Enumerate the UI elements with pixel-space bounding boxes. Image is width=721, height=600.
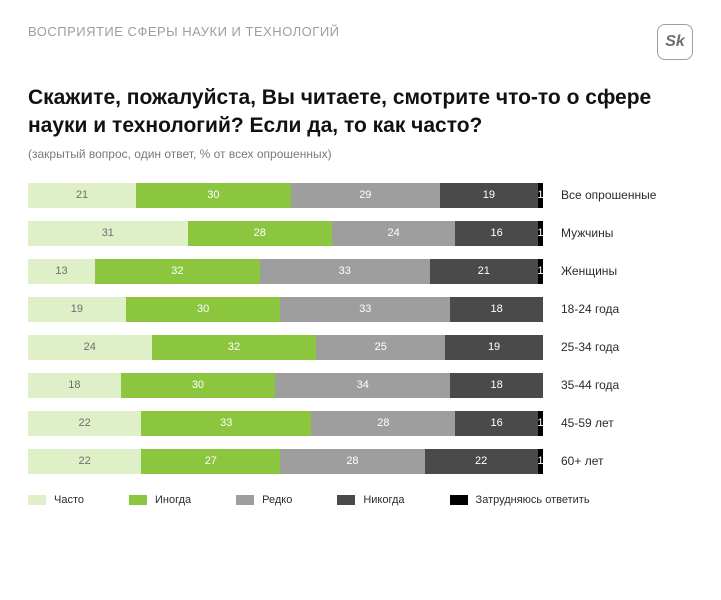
logo-badge: Sk — [657, 24, 693, 60]
bar: 133233211 — [28, 259, 543, 284]
bar-segment-often: 22 — [28, 449, 141, 474]
bar-segment-rarely: 33 — [280, 297, 450, 322]
bar: 223328161 — [28, 411, 543, 436]
bar-segment-often: 18 — [28, 373, 121, 398]
bar-segment-never: 21 — [430, 259, 538, 284]
legend-swatch — [337, 495, 355, 505]
bar-segment-never: 22 — [425, 449, 538, 474]
legend-label: Никогда — [363, 494, 404, 506]
bar-segment-rarely: 29 — [291, 183, 440, 208]
legend-label: Часто — [54, 494, 84, 506]
legend-item-rarely: Редко — [236, 494, 292, 506]
legend-swatch — [28, 495, 46, 505]
bar-segment-never: 19 — [445, 335, 543, 360]
bar-segment-never: 18 — [450, 373, 543, 398]
stacked-bar-chart: 213029191Все опрошенные312824161Мужчины1… — [28, 183, 693, 474]
legend-label: Затрудняюсь ответить — [476, 494, 590, 506]
bar-segment-never: 16 — [455, 221, 537, 246]
chart-row: 133233211Женщины — [28, 259, 693, 284]
bar-segment-sometimes: 27 — [141, 449, 280, 474]
bar-segment-often: 19 — [28, 297, 126, 322]
row-label: Женщины — [543, 264, 693, 278]
page-title: Скажите, пожалуйста, Вы читаете, смотрит… — [28, 84, 693, 141]
bar: 312824161 — [28, 221, 543, 246]
row-label: 45-59 лет — [543, 416, 693, 430]
eyebrow-text: ВОСПРИЯТИЕ СФЕРЫ НАУКИ И ТЕХНОЛОГИЙ — [28, 24, 340, 39]
legend-item-often: Часто — [28, 494, 84, 506]
bar-segment-often: 21 — [28, 183, 136, 208]
chart-row: 1830341835-44 года — [28, 373, 693, 398]
header: ВОСПРИЯТИЕ СФЕРЫ НАУКИ И ТЕХНОЛОГИЙ Sk — [28, 24, 693, 60]
legend-swatch — [236, 495, 254, 505]
row-label: 60+ лет — [543, 454, 693, 468]
bar-segment-often: 31 — [28, 221, 188, 246]
bar-segment-rarely: 33 — [260, 259, 430, 284]
bar-segment-rarely: 28 — [311, 411, 455, 436]
row-label: Все опрошенные — [543, 188, 693, 202]
page-subtitle: (закрытый вопрос, один ответ, % от всех … — [28, 147, 693, 161]
bar-segment-rarely: 34 — [275, 373, 450, 398]
bar-segment-sometimes: 33 — [141, 411, 311, 436]
logo-text: Sk — [665, 33, 685, 51]
legend-label: Редко — [262, 494, 292, 506]
bar-segment-sometimes: 30 — [126, 297, 281, 322]
bar-segment-never: 16 — [455, 411, 537, 436]
bar-segment-sometimes: 30 — [121, 373, 276, 398]
chart-row: 1930331818-24 года — [28, 297, 693, 322]
chart-legend: Часто Иногда Редко Никогда Затрудняюсь ответ… — [28, 494, 693, 506]
legend-item-sometimes: Иногда — [129, 494, 191, 506]
bar-segment-never: 18 — [450, 297, 543, 322]
bar-segment-sometimes: 32 — [95, 259, 260, 284]
chart-row: 213029191Все опрошенные — [28, 183, 693, 208]
legend-swatch — [450, 495, 468, 505]
bar-segment-often: 24 — [28, 335, 152, 360]
legend-label: Иногда — [155, 494, 191, 506]
bar-segment-often: 13 — [28, 259, 95, 284]
bar: 18303418 — [28, 373, 543, 398]
bar-segment-rarely: 24 — [332, 221, 456, 246]
legend-item-never: Никогда — [337, 494, 404, 506]
bar-segment-sometimes: 32 — [152, 335, 317, 360]
bar: 19303318 — [28, 297, 543, 322]
chart-row: 22272822160+ лет — [28, 449, 693, 474]
row-label: 25-34 года — [543, 340, 693, 354]
row-label: Мужчины — [543, 226, 693, 240]
row-label: 35-44 года — [543, 378, 693, 392]
row-label: 18-24 года — [543, 302, 693, 316]
bar-segment-rarely: 28 — [280, 449, 424, 474]
bar: 24322519 — [28, 335, 543, 360]
bar-segment-rarely: 25 — [316, 335, 445, 360]
legend-item-dk: Затрудняюсь ответить — [450, 494, 590, 506]
bar-segment-sometimes: 30 — [136, 183, 291, 208]
chart-row: 312824161Мужчины — [28, 221, 693, 246]
chart-row: 2432251925-34 года — [28, 335, 693, 360]
bar: 222728221 — [28, 449, 543, 474]
bar-segment-sometimes: 28 — [188, 221, 332, 246]
bar-segment-never: 19 — [440, 183, 538, 208]
bar: 213029191 — [28, 183, 543, 208]
bar-segment-often: 22 — [28, 411, 141, 436]
chart-row: 22332816145-59 лет — [28, 411, 693, 436]
legend-swatch — [129, 495, 147, 505]
